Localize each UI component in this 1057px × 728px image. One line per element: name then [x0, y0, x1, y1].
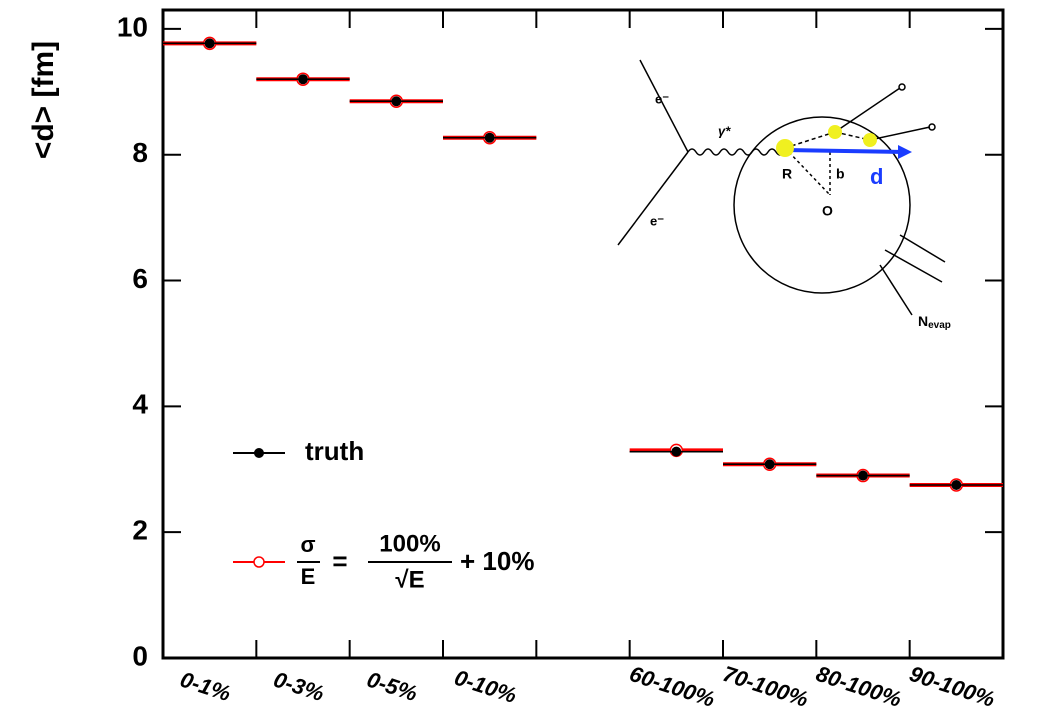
x-tick-label: 0-1%: [177, 667, 234, 707]
y-axis-label: <d> [fm]: [27, 41, 60, 159]
x-tick-label: 70-100%: [720, 661, 811, 712]
marker: [391, 96, 402, 107]
inset-label: b: [836, 166, 845, 182]
hotspot: [776, 139, 794, 157]
y-tick-label: 4: [132, 389, 148, 420]
legend-label: truth: [305, 436, 364, 466]
inset-label: γ*: [718, 123, 731, 138]
inset-label: R: [782, 166, 792, 182]
x-tick-label: 0-5%: [364, 667, 421, 707]
inset-label: evap: [928, 320, 951, 331]
marker: [764, 459, 775, 470]
inset-diagram: [617, 59, 946, 316]
marker: [204, 38, 215, 49]
marker: [671, 446, 682, 457]
legend-formula: σ: [300, 532, 315, 557]
inset-label: N: [918, 313, 928, 329]
marker: [298, 74, 308, 85]
evap-arrow: [899, 234, 946, 263]
radius-line: [784, 147, 831, 196]
inset-label: d: [870, 164, 883, 189]
y-tick-label: 8: [132, 137, 148, 168]
d-arrow: [784, 148, 906, 154]
x-tick-label: 60-100%: [626, 661, 717, 712]
hotspot: [863, 133, 877, 147]
evap-arrow: [879, 264, 913, 316]
track: [869, 126, 931, 141]
marker: [484, 132, 495, 143]
track-end: [898, 83, 906, 91]
x-tick-label: 80-100%: [813, 661, 904, 712]
legend-formula: E: [301, 564, 316, 589]
y-tick-label: 2: [132, 515, 148, 546]
x-tick-label: 0-3%: [271, 667, 328, 707]
d-arrow-head: [898, 145, 912, 159]
legend-formula: + 10%: [460, 546, 534, 576]
legend-formula: 100%: [379, 530, 440, 557]
y-tick-label: 6: [132, 263, 148, 294]
plot-frame: [161, 8, 1005, 660]
track-end: [928, 123, 936, 131]
evap-arrow: [884, 249, 943, 283]
x-tick-label: 0-10%: [451, 665, 519, 708]
x-tick-label: 90-100%: [906, 661, 997, 712]
nucleus: [733, 116, 911, 294]
track: [834, 87, 901, 133]
inset-label: e⁻: [655, 91, 669, 106]
legend-formula: √E: [395, 566, 424, 593]
marker: [858, 470, 868, 481]
legend-marker: [253, 556, 265, 568]
legend-marker: [254, 448, 264, 458]
photon-line: [687, 148, 785, 156]
inset-label: O: [822, 203, 833, 219]
marker: [951, 479, 962, 490]
legend-formula: =: [332, 546, 347, 576]
inset-label: Nevap: [918, 313, 951, 331]
y-tick-label: 0: [132, 640, 148, 671]
hotspot: [828, 125, 842, 139]
electron-line: [639, 59, 689, 153]
y-tick-label: 10: [117, 11, 148, 42]
electron-line: [617, 151, 689, 246]
inset-label: e⁻: [650, 213, 664, 228]
